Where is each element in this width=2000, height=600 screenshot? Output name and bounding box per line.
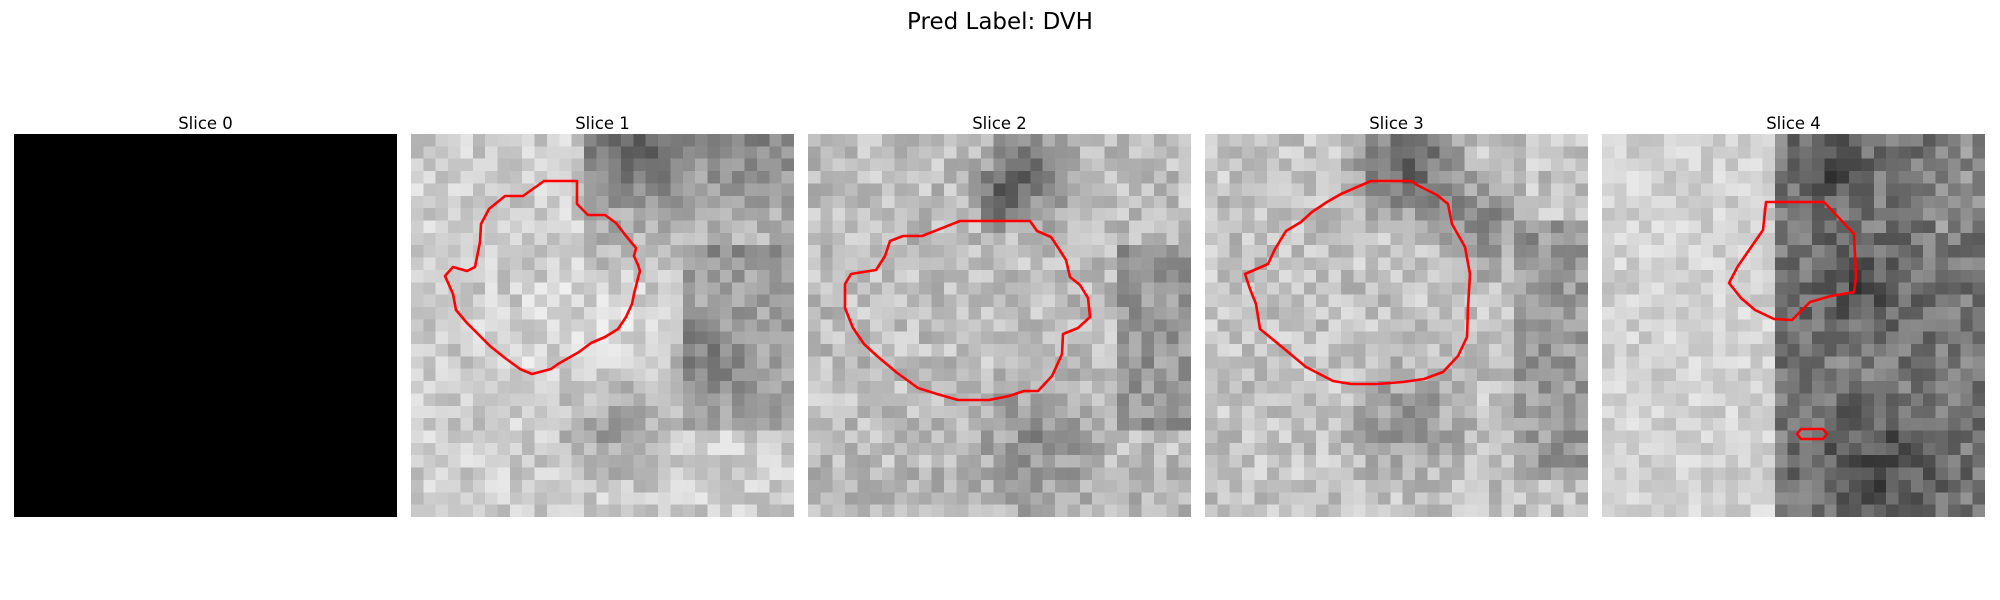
- slice-title: Slice 1: [575, 114, 630, 133]
- slice-panel-0: Slice 0: [14, 114, 397, 517]
- contour-line-small: [1795, 427, 1829, 441]
- contour-overlay: [843, 219, 1092, 402]
- contour-overlay: [1243, 179, 1472, 386]
- contour-line: [843, 219, 1092, 402]
- slice-image: [1602, 134, 1985, 517]
- slice-panel-3: Slice 3: [1205, 114, 1588, 517]
- slice-title: Slice 4: [1766, 114, 1821, 133]
- slice-title: Slice 3: [1369, 114, 1424, 133]
- slice-image: [411, 134, 794, 517]
- slice-panel-4: Slice 4: [1602, 114, 1985, 517]
- slice-pixels: [808, 134, 1191, 517]
- slice-image: [14, 134, 397, 517]
- contour-line: [1243, 179, 1472, 386]
- slice-pixels: [1602, 134, 1985, 517]
- figure-title: Pred Label: DVH: [907, 9, 1093, 35]
- contour-line: [1727, 200, 1858, 322]
- slice-pixels: [14, 134, 397, 517]
- slice-pixels: [411, 134, 794, 517]
- slice-panel-1: Slice 1: [411, 114, 794, 517]
- slice-image: [808, 134, 1191, 517]
- slice-panel-2: Slice 2: [808, 114, 1191, 517]
- contour-overlay: [443, 179, 642, 376]
- slice-pixels: [1205, 134, 1588, 517]
- contour-overlay: [1727, 200, 1858, 441]
- contour-line: [443, 179, 642, 376]
- slice-image: [1205, 134, 1588, 517]
- slice-title: Slice 2: [972, 114, 1027, 133]
- slice-title: Slice 0: [178, 114, 233, 133]
